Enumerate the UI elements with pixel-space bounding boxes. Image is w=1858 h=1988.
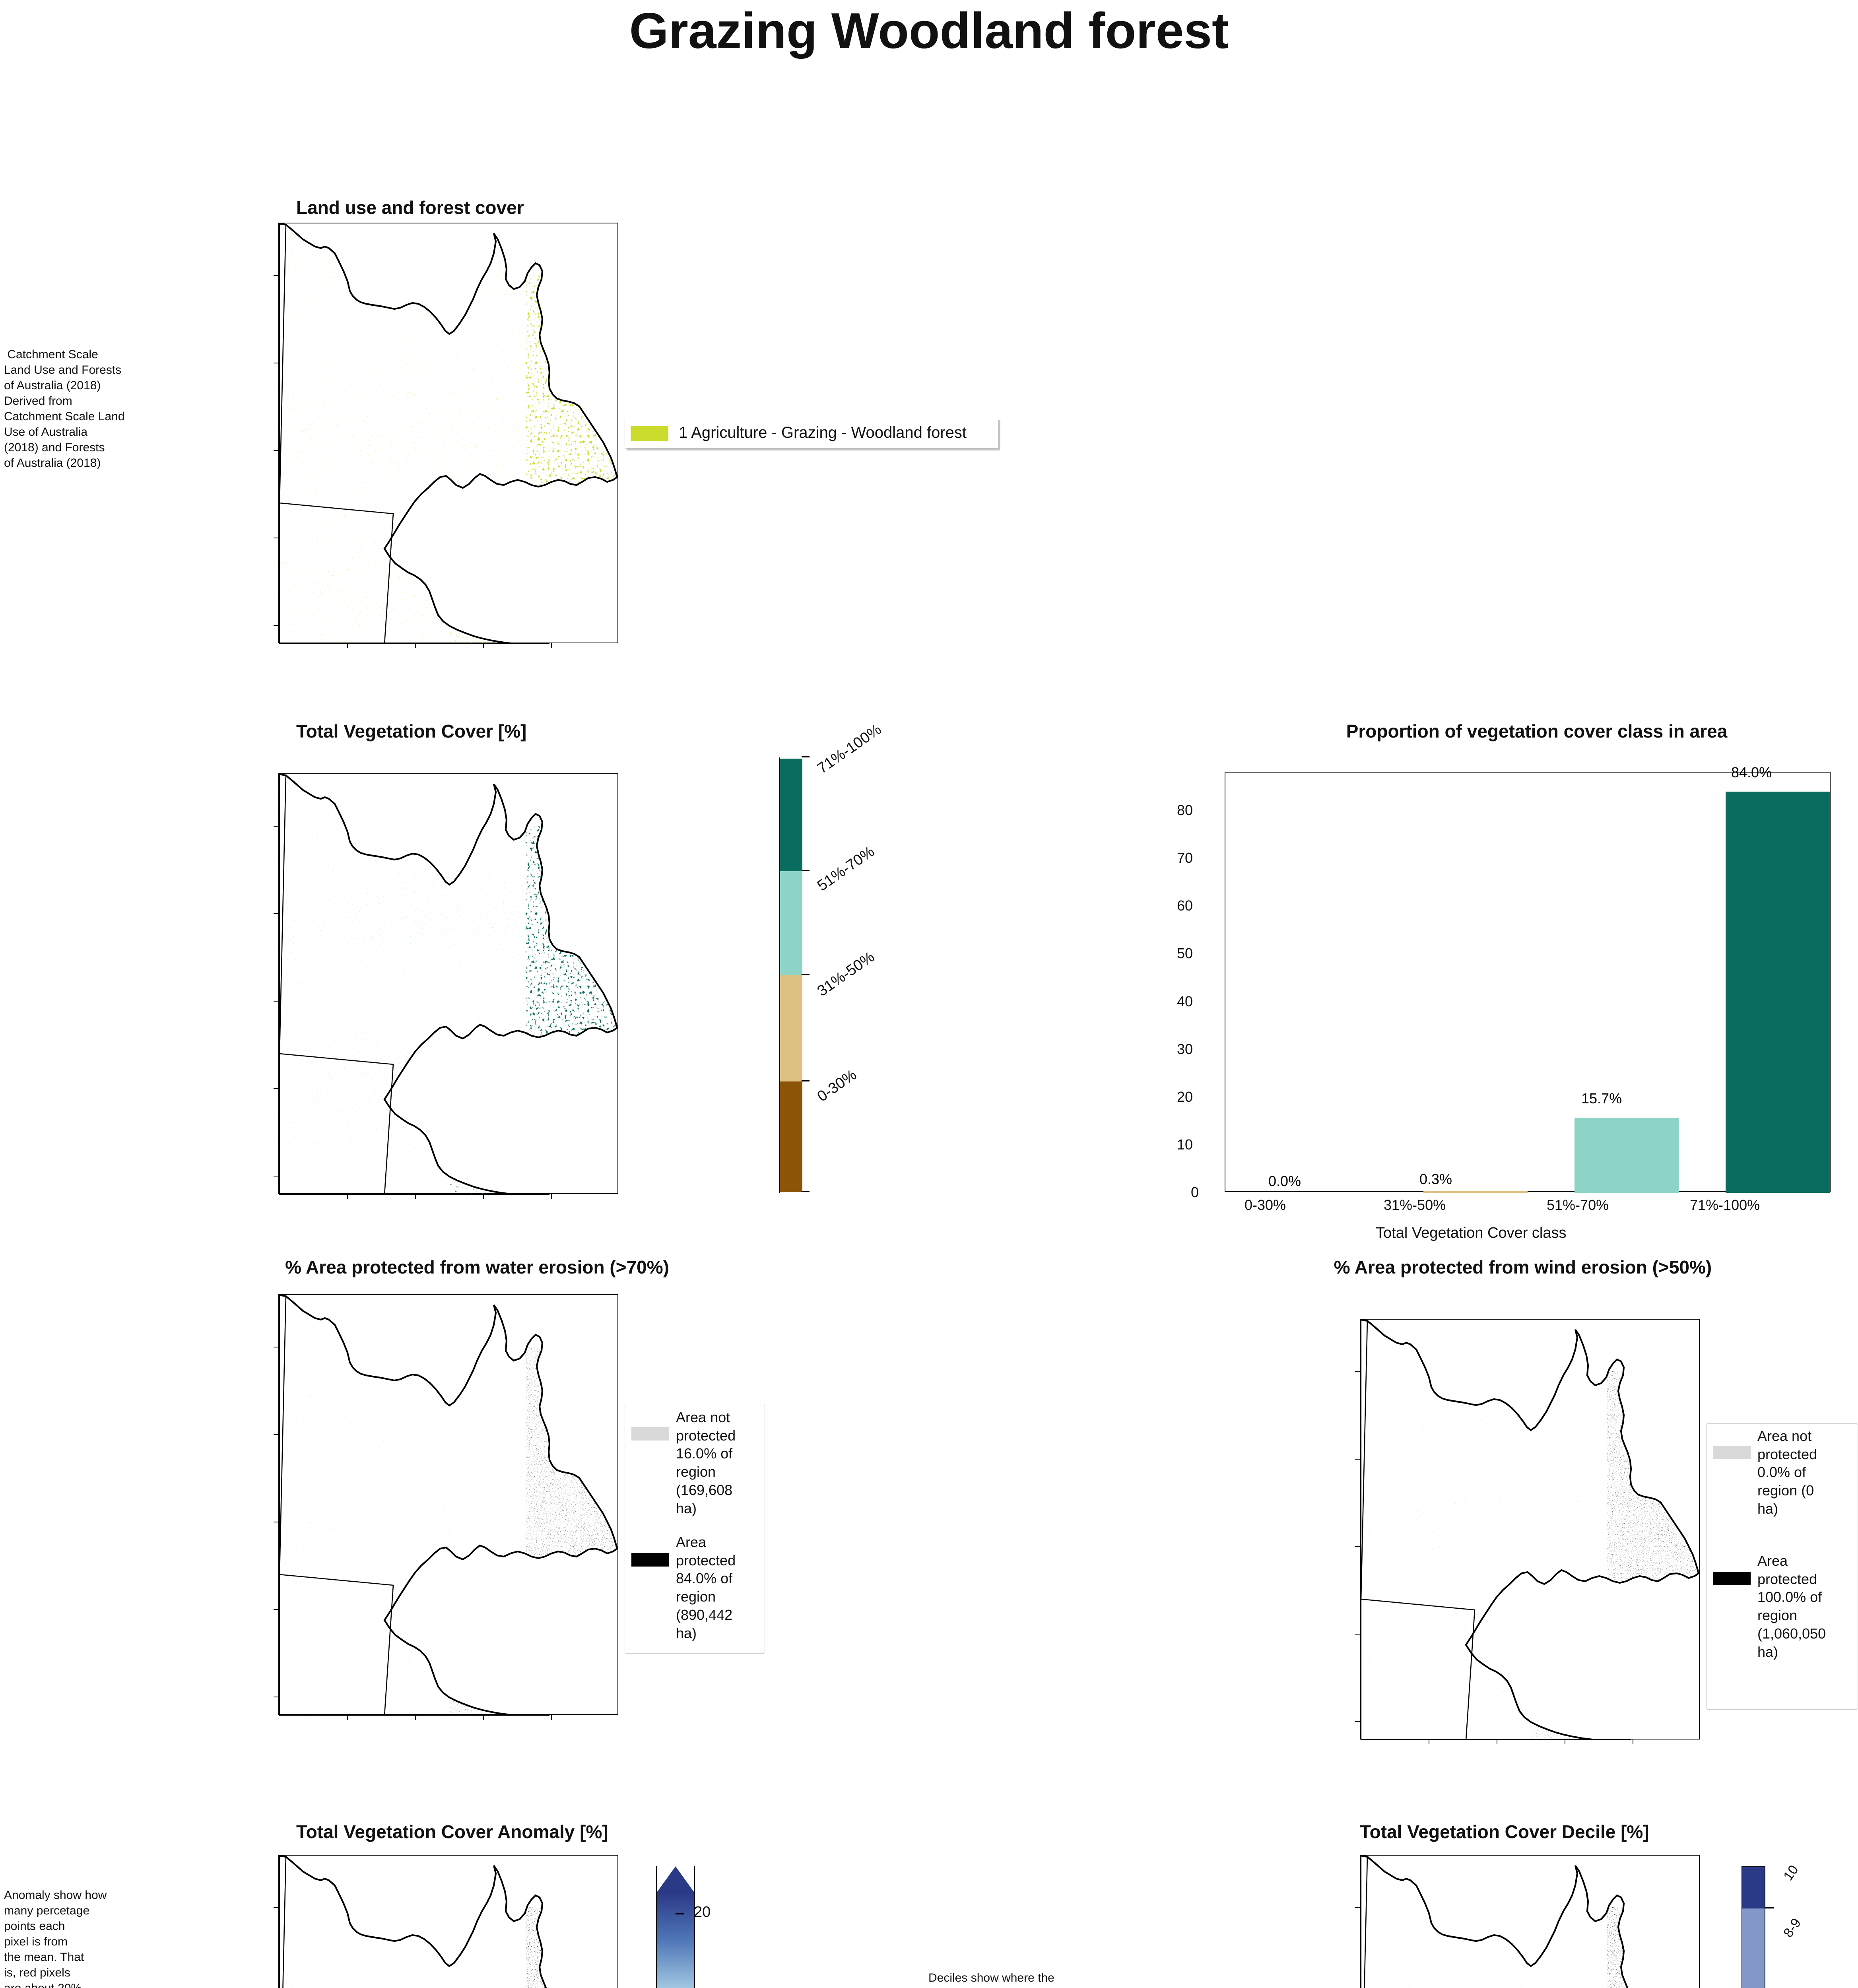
svg-text:0.0%: 0.0% — [1268, 1173, 1301, 1189]
svg-text:15.7%: 15.7% — [1581, 1090, 1622, 1107]
svg-text:0.3%: 0.3% — [1419, 1171, 1452, 1187]
svg-text:84.0%: 84.0% — [1731, 764, 1772, 780]
